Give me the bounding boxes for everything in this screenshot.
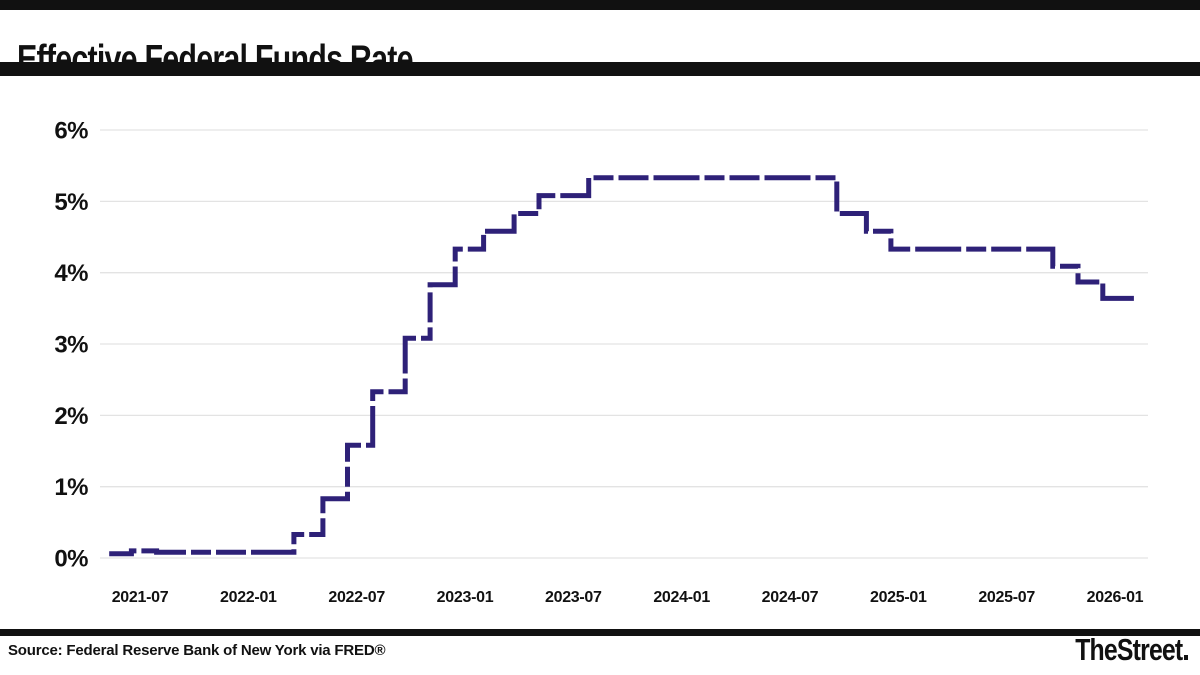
chart-canvas: 0% 1% 2% 3% 4% 5% 6% 2021-07 2022-01 2022-07 2023-… xyxy=(54,118,1148,606)
thestreet-logo: TheStreet xyxy=(1075,634,1188,665)
footer-rule xyxy=(0,629,1200,636)
effr-series-line xyxy=(109,175,1139,557)
x-tick-label: 2023-07 xyxy=(545,589,602,606)
thestreet-logo-period xyxy=(1184,655,1188,660)
thestreet-wordmark: TheStreet xyxy=(1075,632,1183,667)
effr-step-chart: 0% 1% 2% 3% 4% 5% 6% 2021-07 2022-01 2022-07 2023-… xyxy=(0,80,1200,620)
y-tick-label: 3% xyxy=(54,332,88,359)
header-top-rule xyxy=(0,0,1200,10)
header-bottom-rule xyxy=(0,62,1200,76)
x-tick-label: 2025-01 xyxy=(870,589,927,606)
x-tick-label: 2026-01 xyxy=(1087,589,1144,606)
x-axis-labels: 2021-07 2022-01 2022-07 2023-01 2023-07 2024-… xyxy=(112,589,1144,606)
y-tick-label: 6% xyxy=(54,118,88,145)
gridlines xyxy=(100,129,1148,559)
y-axis-labels: 0% 1% 2% 3% 4% 5% 6% xyxy=(54,118,88,573)
source-credit: Source: Federal Reserve Bank of New York… xyxy=(8,642,386,659)
x-tick-label: 2024-07 xyxy=(762,589,819,606)
y-tick-label: 5% xyxy=(54,189,88,216)
y-tick-label: 4% xyxy=(54,260,88,287)
y-tick-label: 1% xyxy=(54,474,88,501)
x-tick-label: 2023-01 xyxy=(437,589,494,606)
x-tick-label: 2021-07 xyxy=(112,589,169,606)
y-tick-label: 2% xyxy=(54,403,88,430)
x-tick-label: 2022-07 xyxy=(328,589,385,606)
x-tick-label: 2024-01 xyxy=(653,589,710,606)
y-tick-label: 0% xyxy=(54,546,88,573)
x-tick-label: 2022-01 xyxy=(220,589,277,606)
x-tick-label: 2025-07 xyxy=(978,589,1035,606)
